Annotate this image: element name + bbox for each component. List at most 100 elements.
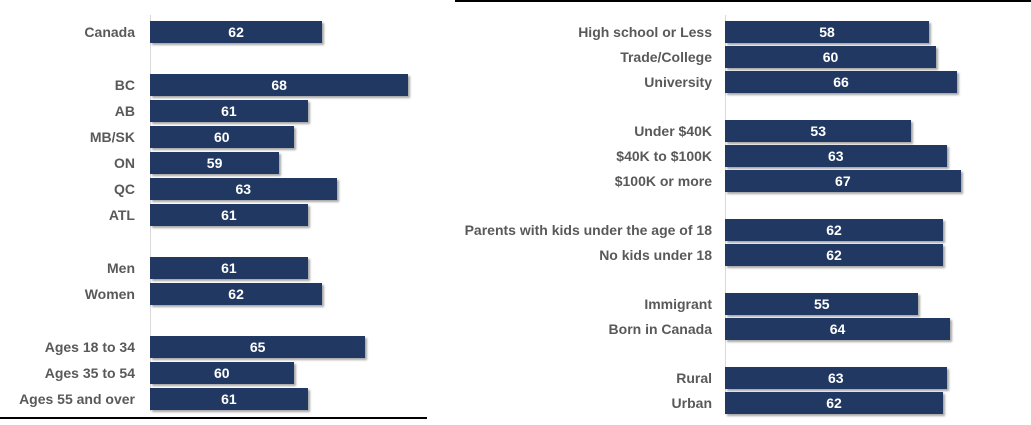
bar-track: 64 — [725, 318, 1031, 340]
category-label: Men — [107, 260, 135, 276]
group-spacer — [440, 195, 1031, 219]
bar-value-label: 61 — [221, 260, 237, 276]
bar-track: 61 — [150, 388, 437, 410]
category-label: University — [644, 74, 712, 90]
group-spacer — [0, 47, 437, 74]
group-spacer — [440, 96, 1031, 120]
bar-row: Canada 62 — [0, 21, 437, 43]
bar-track: 60 — [150, 362, 437, 384]
bar-value-label: 63 — [235, 181, 252, 197]
bar-value-label: 61 — [221, 391, 237, 407]
chart-education-income-segments: High school or Less 58 Trade/College 60 Univ… — [440, 15, 1031, 417]
bar-track: 61 — [150, 100, 437, 122]
category-label: ON — [114, 155, 135, 171]
bar-track: 62 — [725, 244, 1031, 266]
group-spacer — [0, 309, 437, 336]
category-label: BC — [114, 77, 135, 93]
right-chart-axis-line — [725, 15, 726, 411]
bar-track: 59 — [150, 152, 437, 174]
category-label: Born in Canada — [608, 321, 712, 337]
right-chart-rows: High school or Less 58 Trade/College 60 Univ… — [440, 21, 1031, 414]
bar-row: Under $40K 53 — [440, 120, 1031, 142]
category-label: AB — [114, 103, 135, 119]
bar: 65 — [150, 336, 366, 358]
bar-track: 66 — [725, 71, 1031, 93]
bar-value-label: 63 — [827, 148, 844, 164]
bar-value-label: 62 — [826, 247, 842, 263]
category-label: Ages 55 and over — [19, 391, 135, 407]
bar-track: 67 — [725, 170, 1031, 192]
category-label: ATL — [108, 207, 135, 223]
bar-row: No kids under 18 62 — [440, 244, 1031, 266]
bar: 64 — [725, 318, 951, 340]
category-label: Trade/College — [620, 49, 712, 65]
bar-track: 61 — [150, 257, 437, 279]
bar-row: High school or Less 58 — [440, 21, 1031, 43]
bar: 60 — [725, 46, 937, 68]
bar: 62 — [725, 219, 944, 241]
category-label: Urban — [671, 395, 712, 411]
bar: 60 — [150, 126, 294, 148]
bar: 61 — [150, 100, 308, 122]
bar: 61 — [150, 204, 308, 226]
bar-row: Ages 18 to 34 65 — [0, 336, 437, 358]
bar-value-label: 55 — [813, 296, 830, 312]
bar-track: 62 — [725, 392, 1031, 414]
bar-track: 65 — [150, 336, 437, 358]
bar-value-label: 58 — [819, 24, 835, 40]
bar-value-label: 65 — [249, 339, 266, 355]
bar-track: 58 — [725, 21, 1031, 43]
bar-track: 63 — [150, 178, 437, 200]
bar-value-label: 62 — [826, 222, 842, 238]
bar-row: QC 63 — [0, 178, 437, 200]
bar: 61 — [150, 388, 308, 410]
bar-value-label: 61 — [221, 207, 237, 223]
bar-row: Parents with kids under the age of 18 62 — [440, 219, 1031, 241]
category-label: Canada — [84, 24, 135, 40]
bar-track: 62 — [725, 219, 1031, 241]
bar-value-label: 53 — [810, 123, 826, 139]
bar-value-label: 67 — [835, 173, 851, 189]
right-panel-top-border — [455, 0, 1031, 2]
bar: 63 — [725, 145, 947, 167]
bar: 62 — [150, 21, 323, 43]
group-spacer — [440, 343, 1031, 367]
bar: 66 — [725, 71, 958, 93]
category-label: Under $40K — [634, 123, 712, 139]
bar: 63 — [725, 367, 947, 389]
bar-value-label: 60 — [213, 129, 230, 145]
bar-track: 61 — [150, 204, 437, 226]
bar-track: 63 — [725, 367, 1031, 389]
category-label: $40K to $100K — [616, 148, 712, 164]
bar-row: Immigrant 55 — [440, 293, 1031, 315]
bar-row: Trade/College 60 — [440, 46, 1031, 68]
bar-row: Born in Canada 64 — [440, 318, 1031, 340]
bar-track: 62 — [150, 283, 437, 305]
bar-value-label: 59 — [206, 155, 223, 171]
bar-value-label: 60 — [213, 365, 230, 381]
bar-value-label: 68 — [271, 77, 287, 93]
bar: 63 — [150, 178, 337, 200]
category-label: MB/SK — [89, 129, 135, 145]
bar-value-label: 63 — [827, 370, 844, 386]
left-chart-rows: Canada 62 BC 68 AB 61 MB/SK 60 ON 59 QC 63 ATL 61 Men 6… — [0, 21, 437, 410]
group-spacer — [0, 230, 437, 257]
bar: 61 — [150, 257, 308, 279]
bar: 62 — [725, 392, 944, 414]
bar: 62 — [725, 244, 944, 266]
category-label: High school or Less — [578, 24, 712, 40]
category-label: Ages 18 to 34 — [44, 339, 135, 355]
bar: 53 — [725, 120, 912, 142]
bar: 55 — [725, 293, 919, 315]
chart-region-gender-age: Canada 62 BC 68 AB 61 MB/SK 60 ON 59 QC 63 ATL 61 Men 6… — [0, 15, 437, 414]
bar-row: University 66 — [440, 71, 1031, 93]
bar-row: Ages 35 to 54 60 — [0, 362, 437, 384]
bar-row: Ages 55 and over 61 — [0, 388, 437, 410]
bar: 58 — [725, 21, 929, 43]
category-label: QC — [114, 181, 135, 197]
bar-row: $100K or more 67 — [440, 170, 1031, 192]
bar: 60 — [150, 362, 294, 384]
bar-track: 55 — [725, 293, 1031, 315]
bar: 68 — [150, 74, 409, 96]
bar-row: Women 62 — [0, 283, 437, 305]
